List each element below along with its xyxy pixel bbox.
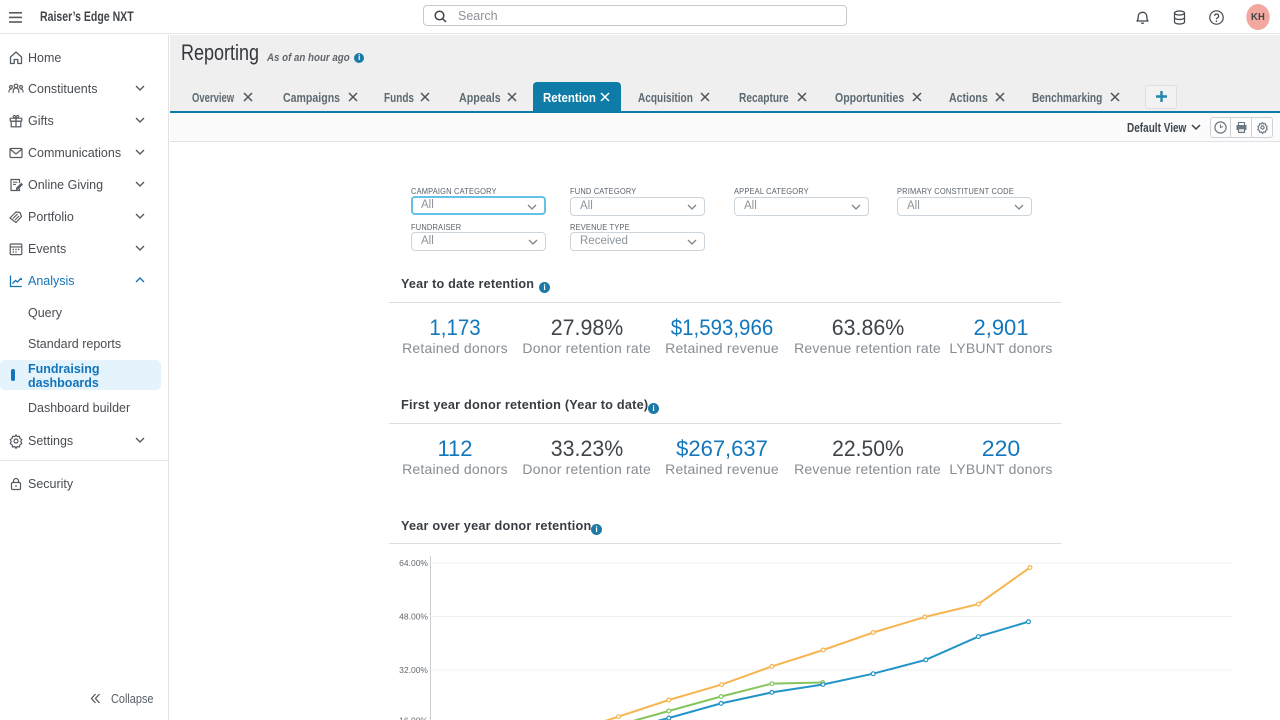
svg-text:32.00%: 32.00% bbox=[399, 665, 428, 675]
svg-text:48.00%: 48.00% bbox=[399, 612, 428, 622]
svg-text:16.00%: 16.00% bbox=[399, 716, 428, 720]
svg-text:64.00%: 64.00% bbox=[399, 558, 428, 568]
